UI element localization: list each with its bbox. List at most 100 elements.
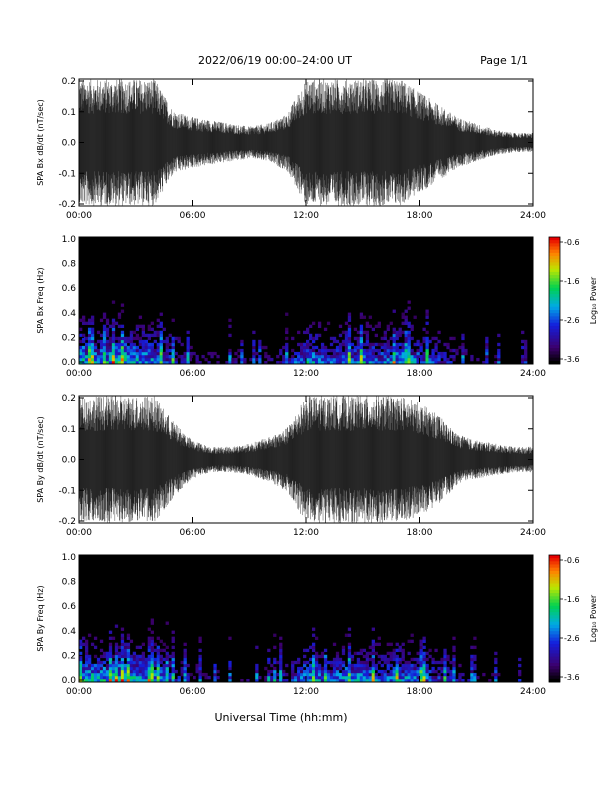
spectrogram-cell xyxy=(389,654,393,659)
colorbar-segment xyxy=(549,306,560,311)
spectrogram-cell xyxy=(398,672,402,677)
spectrogram-cell xyxy=(120,639,125,643)
spectrogram-cell xyxy=(425,312,429,316)
spectrogram-cell xyxy=(446,675,450,680)
spectrogram-cell xyxy=(129,672,134,677)
spectrogram-cell xyxy=(117,351,122,356)
spectrogram-cell xyxy=(198,648,202,653)
spectrogram-cell xyxy=(297,675,301,680)
colorbar-segment xyxy=(549,319,560,324)
spectrogram-cell xyxy=(108,660,113,665)
spectrogram-cell xyxy=(168,357,172,362)
spectrogram-cell xyxy=(123,666,128,671)
spectrogram-cell xyxy=(306,648,310,653)
spectrogram-cell xyxy=(171,357,175,362)
spectrogram-cell xyxy=(105,675,110,680)
spectrogram-cell xyxy=(105,654,110,659)
colorbar-segment xyxy=(549,237,560,241)
spectrogram-cell xyxy=(365,348,370,353)
spectrogram-cell xyxy=(473,672,477,677)
spectrogram-cell xyxy=(141,672,146,677)
spectrogram-cell xyxy=(311,345,316,350)
spectrogram-cell xyxy=(386,351,390,356)
spectrogram-cell xyxy=(102,339,107,344)
spectrogram-cell xyxy=(362,354,367,359)
spectrogram-cell xyxy=(171,360,175,365)
spectrogram-cell xyxy=(228,678,232,683)
spectrogram-cell xyxy=(323,348,328,353)
spectrogram-cell xyxy=(476,675,480,680)
spectrogram-cell xyxy=(386,354,390,359)
spectrogram-cell xyxy=(452,648,456,653)
spectrogram-cell xyxy=(123,663,128,668)
spectrogram-cell xyxy=(117,678,122,683)
spectrogram-cell xyxy=(329,669,334,674)
spectrogram-cell xyxy=(306,672,310,677)
spectrogram-cell xyxy=(204,357,208,362)
spectrogram-cell xyxy=(240,351,244,356)
spectrogram-cell xyxy=(270,678,274,683)
spectrogram-cell xyxy=(300,666,304,671)
spectrogram-cell xyxy=(138,663,143,668)
spectrogram-cell xyxy=(485,354,489,359)
spectrogram-cell xyxy=(114,354,119,359)
spectrogram-cell xyxy=(383,330,387,335)
spectrogram-cell xyxy=(401,351,405,356)
spectrogram-cell xyxy=(356,672,361,677)
spectrogram-cell xyxy=(371,645,375,650)
spectrogram-cell xyxy=(282,360,286,365)
spectrogram-cell xyxy=(323,669,328,674)
spectrogram-cell xyxy=(201,672,205,677)
spectrogram-cell xyxy=(252,351,256,356)
spectrogram-cell xyxy=(476,357,480,362)
spectrogram-cell xyxy=(368,348,373,353)
spectrogram-cell xyxy=(425,339,429,344)
spectrogram-cell xyxy=(404,309,408,313)
spectrogram-cell xyxy=(395,666,399,671)
spectrogram-cell xyxy=(114,360,119,365)
spectrogram-cell xyxy=(114,651,119,656)
spectrogram-cell xyxy=(171,660,175,665)
spectrogram-cell xyxy=(120,669,125,674)
spectrogram-cell xyxy=(87,345,92,350)
spectrogram-cell xyxy=(156,348,160,353)
spectrogram-cell xyxy=(437,666,441,671)
spectrogram-cell xyxy=(377,321,381,325)
spectrogram-cell xyxy=(87,675,92,680)
spectrogram-cell xyxy=(198,672,202,677)
spectrogram-cell xyxy=(347,642,352,647)
spectrogram-cell xyxy=(123,351,128,356)
spectrogram-cell xyxy=(452,657,456,662)
spectrogram-cell xyxy=(273,666,277,671)
spectrogram-cell xyxy=(147,648,151,653)
spectrogram-cell xyxy=(422,645,426,650)
spectrogram-cell xyxy=(326,348,331,353)
colorbar-segment xyxy=(549,577,560,581)
spectrogram-cell xyxy=(386,642,390,647)
spectrogram-cell xyxy=(395,333,399,338)
spectrogram-cell xyxy=(306,660,310,665)
spectrogram-cell xyxy=(332,339,337,344)
spectrogram-cell xyxy=(99,333,104,338)
spectrogram-cell xyxy=(311,669,316,674)
spectrogram-cell xyxy=(132,354,137,359)
spectrogram-cell xyxy=(96,657,101,662)
spectrogram-cell xyxy=(365,669,370,674)
spectrogram-cell xyxy=(422,360,426,365)
spectrogram-cell xyxy=(279,645,283,650)
spectrogram-cell xyxy=(497,357,501,362)
spectrogram-cell xyxy=(267,354,271,359)
spectrogram-cell xyxy=(150,672,154,677)
spectrogram-cell xyxy=(428,675,432,680)
spectrogram-cell xyxy=(186,345,190,350)
spectrogram-cell xyxy=(386,663,390,668)
spectrogram-cell xyxy=(105,357,110,362)
spectrogram-cell xyxy=(404,351,408,356)
spectrogram-cell xyxy=(159,654,163,659)
spectrogram-cell xyxy=(84,648,89,653)
colorbar-segment xyxy=(549,656,560,661)
spectrogram-cell xyxy=(308,348,313,353)
spectrogram-cell xyxy=(338,342,343,347)
spectrogram-cell xyxy=(344,336,349,341)
x-tick-label: 06:00 xyxy=(180,369,206,379)
